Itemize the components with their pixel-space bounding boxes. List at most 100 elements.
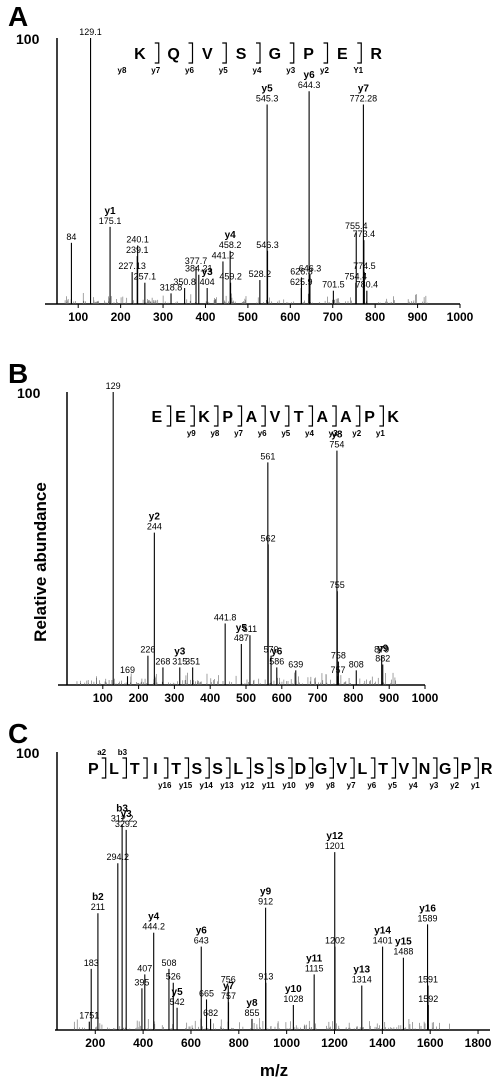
sequence-residue: P — [222, 409, 233, 426]
cleavage-bracket — [379, 405, 384, 427]
peak-mz-label: 756 — [221, 975, 236, 985]
peak-ion-label: y1 — [105, 206, 117, 217]
fragment-ion-label: y2 — [352, 429, 361, 438]
peak-mz-label: 1202 — [325, 936, 345, 946]
peak-mz-label: 570 — [264, 645, 279, 655]
fragment-ion-label: y5 — [281, 429, 290, 438]
peak-mz-label: 129.1 — [79, 27, 102, 37]
sequence-residue: A — [246, 409, 258, 426]
peak-ion-label: y6 — [196, 926, 208, 937]
peak-mz-label: 1115 — [305, 963, 324, 973]
x-tick-label: 400 — [133, 1036, 153, 1050]
sequence-residue: S — [274, 761, 285, 778]
x-tick-label: 1600 — [417, 1036, 444, 1050]
x-tick-label: 1800 — [465, 1036, 492, 1050]
panel-letter: B — [8, 358, 28, 389]
peak-mz-label: 639 — [288, 659, 303, 669]
peak-ion-label: y3 — [202, 267, 214, 278]
fragment-ion-label: y5 — [388, 781, 397, 790]
peak-mz-label: 395 — [134, 977, 149, 987]
peak-mz-label: 227.13 — [118, 261, 146, 271]
peak-ion-label: y15 — [395, 937, 412, 948]
cleavage-bracket — [190, 405, 195, 427]
b-ion-label: b3 — [118, 748, 128, 757]
peak-mz-label: 912 — [258, 897, 273, 907]
sequence-residue: L — [109, 761, 119, 778]
x-tick-label: 900 — [408, 310, 428, 324]
x-tick-label: 400 — [200, 691, 220, 705]
peak-ion-label: y5 — [172, 987, 184, 998]
fragment-ion-label: y4 — [253, 66, 262, 75]
sequence-residue: V — [336, 761, 347, 778]
peak-mz-label: 528.2 — [249, 269, 272, 279]
peak-ion-label: b3 — [116, 803, 128, 814]
peak-mz-label: 755 — [330, 580, 345, 590]
peak-mz-label: 444.2 — [142, 922, 165, 932]
peak-ion-label: y3 — [121, 809, 133, 820]
sequence-residue: S — [236, 46, 247, 63]
cleavage-bracket — [284, 405, 290, 427]
x-tick-label: 600 — [280, 310, 300, 324]
peak-mz-label: 487 — [234, 633, 249, 643]
x-tick-label: 100 — [93, 691, 113, 705]
fragment-ion-label: y11 — [262, 781, 275, 790]
peak-mz-label: 545.3 — [256, 94, 279, 104]
sequence-residue: V — [399, 761, 410, 778]
fragment-ion-label: y8 — [326, 781, 335, 790]
peak-mz-label: 701.5 — [322, 280, 345, 290]
x-tick-label: 800 — [365, 310, 385, 324]
cleavage-bracket — [205, 757, 210, 779]
peak-mz-label: 526 — [166, 972, 181, 982]
y-axis-title: Relative abundance — [31, 482, 50, 642]
cleavage-bracket — [122, 757, 127, 779]
x-tick-label: 500 — [236, 691, 256, 705]
peak-ion-label: y2 — [149, 512, 161, 523]
sequence-residue: T — [130, 761, 140, 778]
peak-mz-label: 240.1 — [126, 234, 149, 244]
cleavage-bracket — [166, 405, 172, 427]
sequence-residue: P — [364, 409, 375, 426]
peak-mz-label: 384.21 — [185, 264, 213, 274]
fragment-ion-label: y3 — [286, 66, 295, 75]
peak-mz-label: 404 — [200, 277, 215, 287]
peak-mz-label: 855 — [244, 1008, 259, 1018]
x-tick-label: 900 — [379, 691, 399, 705]
peak-mz-label: 561 — [260, 451, 275, 461]
sequence-residue: P — [461, 761, 472, 778]
sequence-residue: K — [387, 409, 399, 426]
peak-mz-label: 211 — [91, 902, 105, 912]
peak-mz-label: 350.8 — [173, 277, 196, 287]
fragment-ion-label: y5 — [219, 66, 228, 75]
cleavage-bracket — [357, 42, 362, 64]
fragment-ion-label: y14 — [200, 781, 214, 790]
peak-mz-label: 646.3 — [299, 264, 322, 274]
peak-mz-label: 1028 — [283, 994, 303, 1004]
peak-mz-label: 1589 — [418, 913, 438, 923]
fragment-ion-label: y1 — [471, 781, 480, 790]
peak-mz-label: 511 — [243, 624, 257, 634]
sequence-residue: Q — [167, 46, 179, 63]
peak-mz-label: 407 — [137, 963, 152, 973]
peak-mz-label: 441.2 — [212, 250, 235, 260]
peak-ion-label: y16 — [419, 903, 436, 914]
peak-mz-label: 508 — [161, 958, 176, 968]
peak-ion-label: y11 — [306, 953, 323, 964]
peak-mz-label: 682 — [203, 1008, 218, 1018]
x-tick-label: 600 — [272, 691, 292, 705]
fragment-ion-label: y9 — [187, 429, 196, 438]
peak-mz-label: 808 — [349, 659, 364, 669]
fragment-ion-label: y4 — [305, 429, 314, 438]
peak-mz-label: 257.1 — [134, 272, 157, 282]
peak-mz-label: 175.1 — [99, 216, 122, 226]
fragment-ion-label: y8 — [118, 66, 127, 75]
fragment-ion-label: y12 — [241, 781, 255, 790]
sequence-residue: P — [88, 761, 99, 778]
cleavage-bracket — [308, 757, 314, 779]
sequence-residue: T — [378, 761, 388, 778]
sequence-residue: G — [439, 761, 451, 778]
x-tick-label: 200 — [85, 1036, 105, 1050]
sequence-residue: S — [254, 761, 265, 778]
peak-mz-label: 129 — [106, 381, 121, 391]
sequence-residue: N — [419, 761, 431, 778]
